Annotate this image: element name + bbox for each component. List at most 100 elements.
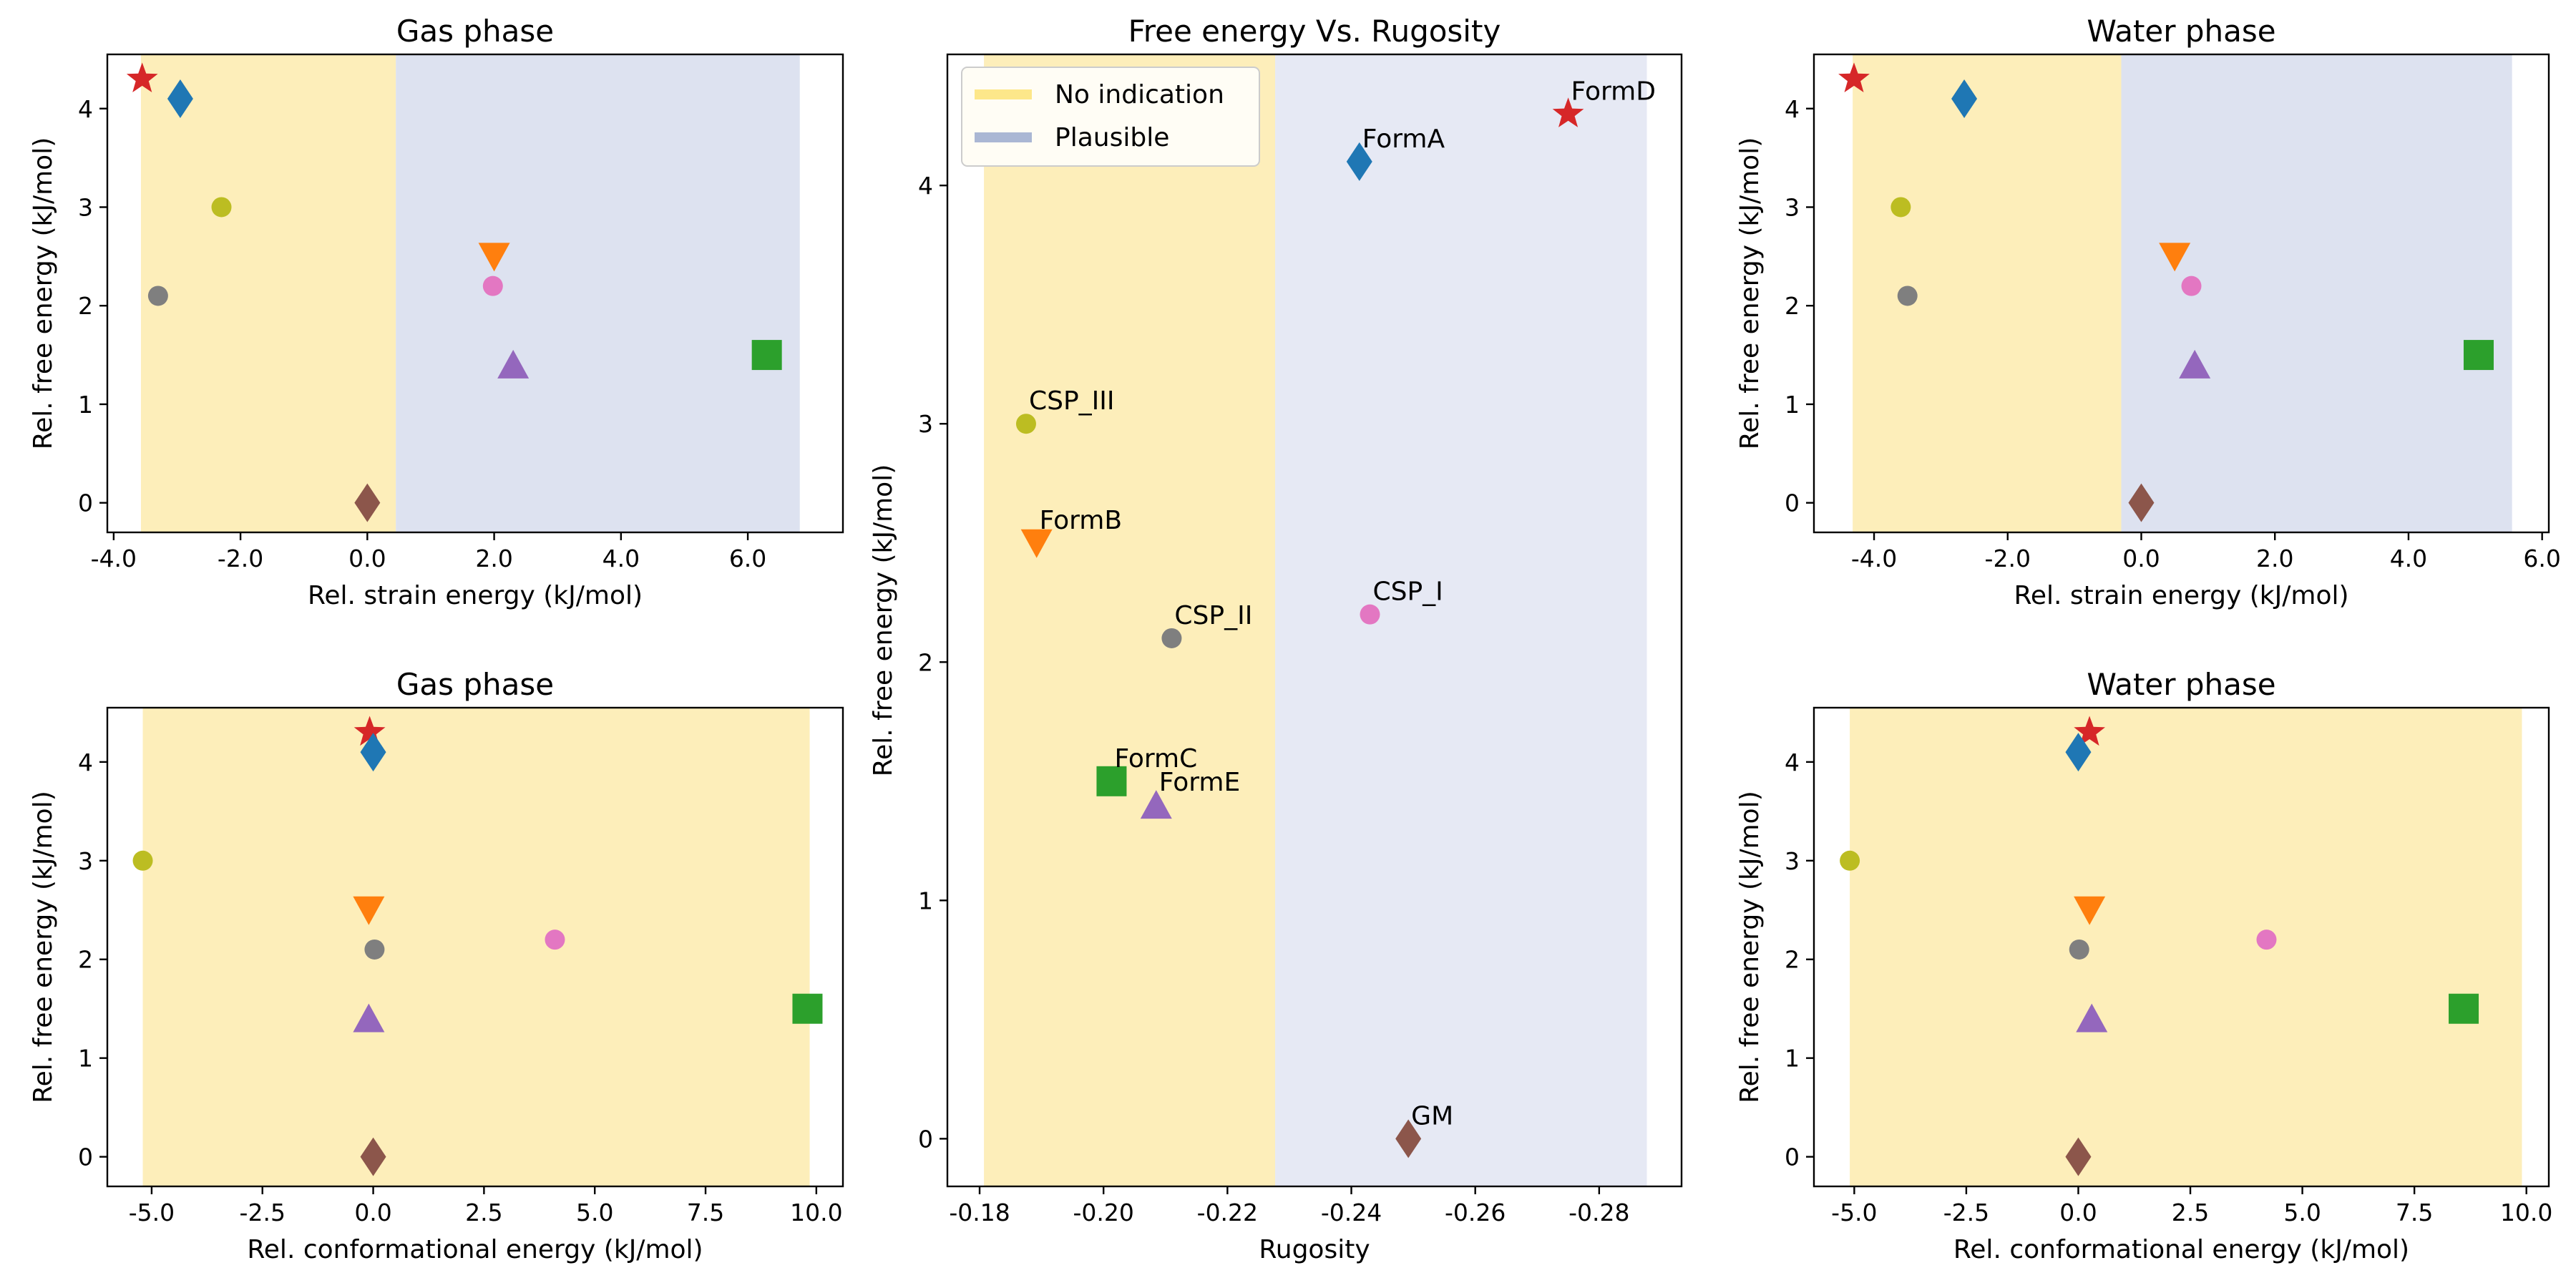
x-tick-label: 0.0 <box>348 545 386 572</box>
point-forma <box>2065 733 2092 772</box>
axes-frame <box>106 706 844 1188</box>
point-csp-i <box>2181 275 2202 296</box>
panel-title: Free energy Vs. Rugosity <box>1128 14 1501 49</box>
x-tick-label: -4.0 <box>1851 545 1897 572</box>
point-csp-ii <box>2069 939 2089 960</box>
x-axis-label: Rel. conformational energy (kJ/mol) <box>247 1235 703 1264</box>
point-csp-ii <box>1897 286 1918 306</box>
point-forme <box>1140 790 1172 819</box>
point-formb <box>1020 529 1053 558</box>
point-formd <box>353 716 386 746</box>
label-csp-iii: CSP_III <box>1029 386 1115 416</box>
y-tick-label: 1 <box>918 887 933 914</box>
y-tick-label: 2 <box>78 946 93 974</box>
legend-label-plausible: Plausible <box>1055 123 1169 152</box>
label-forma: FormA <box>1362 125 1445 154</box>
panel-title: Gas phase <box>396 667 554 702</box>
y-tick-label: 0 <box>1785 1143 1800 1171</box>
x-tick-label: -2.0 <box>218 545 263 572</box>
y-axis-label: Rel. free energy (kJ/mol) <box>869 464 898 777</box>
y-tick-label: 1 <box>78 1045 93 1073</box>
y-tick-label: 1 <box>1785 1045 1800 1073</box>
point-formc <box>1096 766 1127 796</box>
x-tick-label: 2.5 <box>465 1199 502 1226</box>
label-formc: FormC <box>1114 744 1197 774</box>
x-tick-label: 4.0 <box>602 545 640 572</box>
y-tick-label: 3 <box>78 847 93 875</box>
panel-water-strain: -4.0 -2.0 0.0 2.0 4.0 6.0 0 1 2 3 4 Water phase Re… <box>1735 14 2561 610</box>
x-tick-label: 2.5 <box>2172 1199 2209 1226</box>
point-csp-iii <box>1890 197 1911 218</box>
band-no-indication <box>984 54 1276 1186</box>
y-tick-label: 3 <box>918 410 933 438</box>
point-formb <box>2074 896 2106 925</box>
y-tick-label: 0 <box>1785 489 1800 517</box>
panel-gas-strain: -4.0 -2.0 0.0 2.0 4.0 6.0 0 1 2 3 4 Gas phase Rel.… <box>29 14 844 610</box>
point-formd <box>1838 62 1870 92</box>
y-tick-label: 1 <box>78 391 93 419</box>
y-tick-label: 0 <box>78 1143 93 1171</box>
point-formb <box>2159 243 2191 272</box>
y-tick-label: 4 <box>78 748 93 776</box>
point-csp-i <box>1360 604 1380 625</box>
x-tick-label: 0.0 <box>354 1199 391 1226</box>
point-csp-iii <box>211 197 232 218</box>
y-tick-label: 0 <box>918 1125 933 1153</box>
point-formc <box>2449 993 2479 1024</box>
label-formd: FormD <box>1571 77 1656 106</box>
x-tick-label: -5.0 <box>129 1199 175 1226</box>
x-axis-label: Rugosity <box>1259 1235 1370 1264</box>
y-tick-label: 4 <box>78 95 93 123</box>
point-csp-iii <box>1015 414 1036 434</box>
x-tick-label: 5.0 <box>2283 1199 2321 1226</box>
x-tick-label: -0.26 <box>1445 1199 1506 1226</box>
legend: No indication Plausible <box>961 67 1260 167</box>
axes-frame <box>946 53 1683 1188</box>
point-csp-i <box>545 930 565 950</box>
point-forma <box>1951 79 1978 118</box>
point-csp-ii <box>147 286 168 306</box>
point-formd <box>126 62 158 92</box>
point-formb <box>478 243 510 272</box>
x-tick-label: -0.18 <box>949 1199 1010 1226</box>
x-tick-label: -2.5 <box>1943 1199 1989 1226</box>
band-no-indication <box>142 708 810 1186</box>
x-tick-label: 5.0 <box>576 1199 613 1226</box>
y-tick-label: 2 <box>918 648 933 676</box>
y-tick-label: 4 <box>1785 748 1800 776</box>
x-tick-label: 4.0 <box>2390 545 2427 572</box>
point-forme <box>497 349 530 379</box>
y-axis-label: Rel. free energy (kJ/mol) <box>29 137 58 450</box>
point-formb <box>353 896 385 925</box>
x-tick-label: 7.5 <box>2396 1199 2433 1226</box>
point-csp-iii <box>132 850 153 871</box>
x-tick-label: -0.28 <box>1568 1199 1629 1226</box>
x-tick-label: -2.5 <box>240 1199 286 1226</box>
y-tick-label: 2 <box>78 292 93 320</box>
point-forme <box>353 1003 385 1033</box>
legend-frame <box>961 67 1260 167</box>
legend-label-no-indication: No indication <box>1055 80 1224 109</box>
point-gm <box>360 1137 386 1176</box>
x-tick-label: -0.20 <box>1073 1199 1133 1226</box>
x-tick-label: -4.0 <box>91 545 137 572</box>
point-formd <box>1552 97 1584 127</box>
plot-area: -5.0 -2.5 0.0 2.5 5.0 7.5 10.0 0 1 2 3 4 <box>1785 706 2552 1226</box>
x-tick-label: -5.0 <box>1831 1199 1877 1226</box>
label-forme: FormE <box>1159 768 1240 797</box>
point-csp-i <box>482 275 503 296</box>
band-plausible <box>396 54 800 532</box>
point-forma <box>167 79 193 118</box>
band-plausible <box>2121 54 2512 532</box>
point-formc <box>751 340 782 371</box>
x-tick-label: 0.0 <box>2059 1199 2097 1226</box>
panel-title: Water phase <box>2087 667 2275 702</box>
point-gm <box>1395 1119 1422 1158</box>
point-formc <box>792 993 823 1024</box>
x-tick-label: 10.0 <box>790 1199 842 1226</box>
x-tick-label: 7.5 <box>687 1199 724 1226</box>
point-forma <box>360 733 386 772</box>
y-tick-label: 4 <box>1785 95 1800 123</box>
